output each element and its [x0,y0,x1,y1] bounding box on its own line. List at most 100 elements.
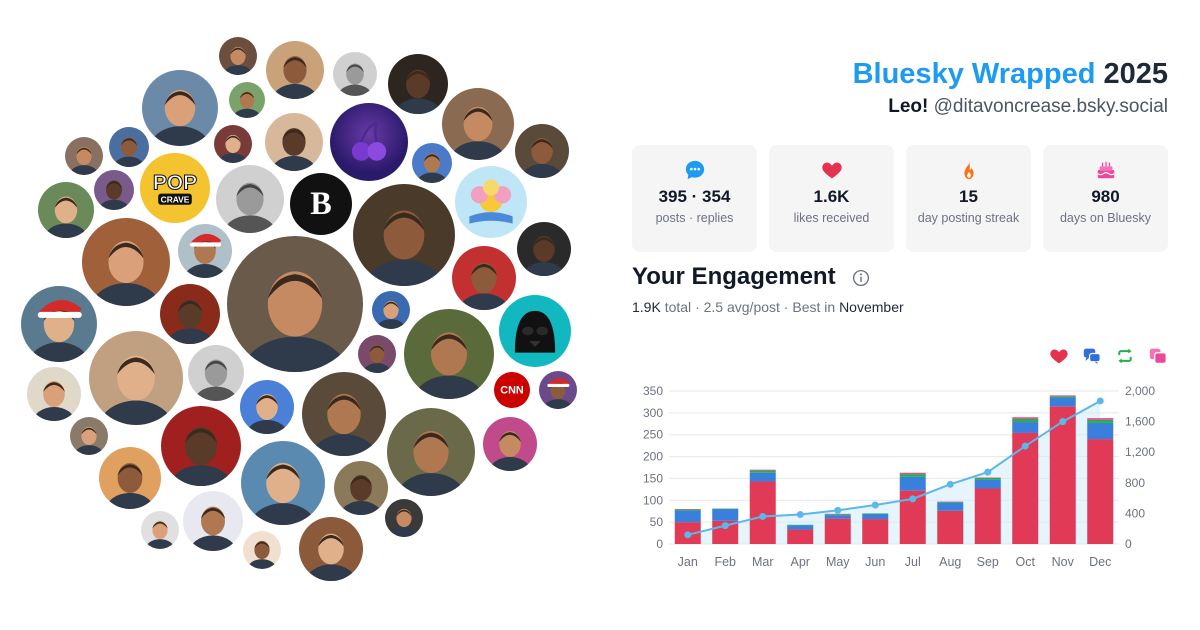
bar-segment [974,477,1001,480]
bar-segment [937,502,964,511]
wrapped-title: Bluesky Wrapped 2025 [853,58,1168,91]
bar-segment [937,501,964,503]
bar-segment [787,524,814,526]
bar-segment [862,513,889,514]
quote-icon[interactable] [1148,347,1168,365]
profile-avatar [25,365,83,423]
bar-segment [1012,417,1039,419]
stat-card-likes: 1.6K likes received [769,145,894,252]
x-axis-tick: Sep [977,555,999,569]
cumulative-point [909,495,917,503]
profile-avatar [481,415,539,473]
cumulative-point [1059,418,1067,426]
stat-value: 1.6K [813,187,850,206]
bar-segment [937,510,964,544]
profile-avatar [370,289,412,331]
cumulative-point [721,522,729,530]
bar-segment [974,477,1001,479]
bar-segment [1012,422,1039,433]
profile-avatar [159,404,243,488]
left-axis-tick: 200 [643,450,663,464]
profile-avatar [515,220,573,278]
stat-value: 980 [1091,187,1120,206]
heart-icon[interactable] [1049,347,1069,365]
profile-avatar [181,489,245,553]
grayscale-avatar [214,163,286,235]
bar-segment [862,519,889,544]
cumulative-area [687,400,1101,544]
repost-icon[interactable] [1115,347,1135,365]
fire-icon [906,159,1031,181]
flower-avatar [453,164,529,240]
stat-label: day posting streak [917,211,1020,225]
left-axis-tick: 250 [643,428,663,442]
profile-avatar [383,497,425,539]
profile-avatar [158,282,222,346]
right-axis-tick: 800 [1125,476,1145,490]
svg-text:CNN: CNN [500,385,524,397]
best-month: November [839,299,904,315]
left-axis-tick: 100 [643,493,663,507]
bar-segment [712,509,739,521]
grayscale-avatar [331,50,379,98]
chat-bubble-icon [632,159,757,181]
right-axis-tick: 400 [1125,506,1145,520]
bar-segment [1087,418,1114,420]
engagement-title: Your Engagement [632,263,836,290]
cumulative-point [871,501,879,509]
stat-card-posts: 395 · 354 posts · replies [632,145,757,252]
x-axis-tick: Jul [905,555,921,569]
stat-label: days on Bluesky [1059,211,1152,225]
profile-avatar [300,370,388,458]
bar-segment [1012,418,1039,423]
engagement-chart: 0 50 100 150 200 250 300 350 0 400 800 1,200 1,600 2,… [643,384,1155,569]
stat-card-days: 980 days on Bluesky [1043,145,1168,252]
profile-avatar [217,35,259,77]
bar-segment [674,509,701,510]
x-axis-tick: Nov [1052,555,1075,569]
reply-icon[interactable] [1082,347,1102,365]
avatar-cloud: POP CRAVE B CNN [19,35,579,583]
heart-icon [769,159,894,181]
cumulative-point [1021,442,1029,450]
user-handle: @ditavoncrease.bsky.social [933,96,1168,117]
right-axis-tick: 2,000 [1125,384,1155,398]
bar-segment [787,525,814,530]
santa-hat-avatar [537,369,579,411]
x-axis-tick: Mar [752,555,774,569]
separator: · [783,299,789,315]
x-axis-tick: Jan [678,555,698,569]
cumulative-line [687,400,1101,536]
bar-segment [674,509,701,511]
cumulative-point [834,506,842,514]
stat-value: 15 [959,187,978,206]
cumulative-point [759,512,767,520]
chart-legend [1049,347,1168,365]
profile-avatar [386,52,450,116]
profile-avatar [92,168,136,212]
santa-hat-avatar [176,222,234,280]
bar-segment [899,474,926,477]
profile-avatar [351,182,457,288]
stat-card-streak: 15 day posting streak [906,145,1031,252]
profile-avatar [263,111,325,173]
bar-segment [899,472,926,475]
profile-avatar [87,329,185,427]
bar-segment [1087,439,1114,544]
cnn-logo: CNN [492,370,532,410]
x-axis-tick: Oct [1016,555,1036,569]
profile-avatar [297,515,365,583]
profile-avatar [332,459,390,517]
user-name: Leo! [888,96,929,117]
bar-segment [749,469,776,471]
bar-segment [899,476,926,491]
left-axis-tick: 300 [643,406,663,420]
info-icon[interactable] [852,269,870,292]
profile-avatar [410,141,454,185]
x-axis-tick: Jun [865,555,885,569]
profile-avatar [140,68,220,148]
cake-icon [1043,159,1168,181]
left-axis-tick: 0 [656,537,663,551]
x-axis-tick: May [826,555,850,569]
pop-crave-logo: POP CRAVE [138,151,212,225]
